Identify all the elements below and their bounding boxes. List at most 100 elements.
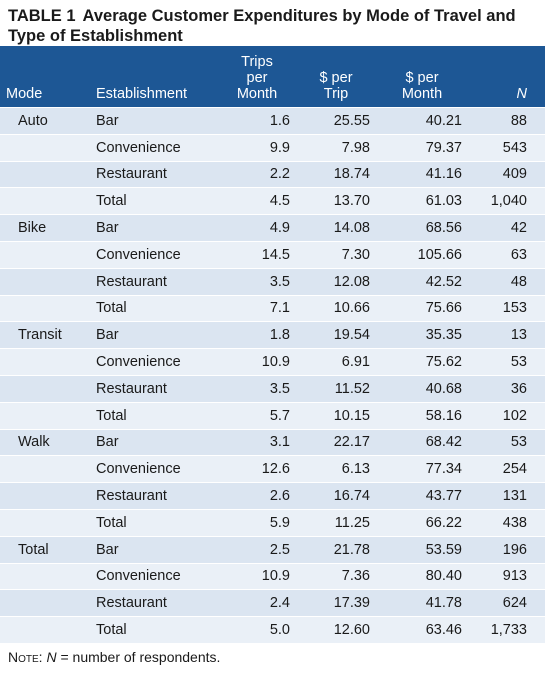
value-cell: 6.91	[296, 348, 376, 376]
table-label: TABLE 1	[8, 7, 76, 25]
value-cell: 7.36	[296, 562, 376, 590]
value-cell: 1,040	[468, 187, 545, 215]
table-row: Transit Bar 1.8 19.54 35.35 13	[0, 321, 545, 349]
establishment-cell: Convenience	[90, 133, 218, 162]
value-cell: 7.1	[218, 294, 296, 322]
establishment-cell: Total	[90, 401, 218, 430]
table-row: Total 7.1 10.66 75.66 153	[0, 294, 545, 322]
value-cell: 3.5	[218, 374, 296, 403]
value-cell: 79.37	[376, 133, 468, 162]
value-cell: 10.9	[218, 562, 296, 590]
value-cell: 913	[468, 562, 545, 590]
value-cell: 75.66	[376, 294, 468, 322]
value-cell: 19.54	[296, 321, 376, 349]
table-row: Total Bar 2.5 21.78 53.59 196	[0, 535, 545, 564]
table-row: Restaurant 3.5 11.52 40.68 36	[0, 374, 545, 403]
value-cell: 17.39	[296, 589, 376, 617]
table-row: Convenience 10.9 6.91 75.62 53	[0, 348, 545, 376]
value-cell: 543	[468, 133, 545, 162]
value-cell: 14.08	[296, 214, 376, 242]
value-cell: 68.56	[376, 214, 468, 242]
table-row: Restaurant 2.4 17.39 41.78 624	[0, 589, 545, 617]
table-head: Mode Establishment Trips per Month $ per Tr…	[0, 46, 545, 108]
value-cell: 11.52	[296, 374, 376, 403]
table-row: Bike Bar 4.9 14.08 68.56 42	[0, 214, 545, 242]
value-cell: 5.9	[218, 508, 296, 537]
value-cell: 4.9	[218, 214, 296, 242]
value-cell: 12.60	[296, 616, 376, 643]
value-cell: 66.22	[376, 508, 468, 537]
value-cell: 53.59	[376, 535, 468, 564]
value-cell: 77.34	[376, 455, 468, 483]
table-row: Total 4.5 13.70 61.03 1,040	[0, 187, 545, 215]
table-row: Auto Bar 1.6 25.55 40.21 88	[0, 107, 545, 135]
value-cell: 11.25	[296, 508, 376, 537]
value-cell: 42.52	[376, 267, 468, 296]
value-cell: 12.6	[218, 455, 296, 483]
establishment-cell: Restaurant	[90, 482, 218, 510]
table-row: Restaurant 2.6 16.74 43.77 131	[0, 482, 545, 510]
value-cell: 41.16	[376, 160, 468, 188]
mode-cell	[0, 508, 90, 537]
value-cell: 36	[468, 374, 545, 403]
establishment-cell: Restaurant	[90, 374, 218, 403]
value-cell: 61.03	[376, 187, 468, 215]
value-cell: 624	[468, 589, 545, 617]
column-header: $ per Month	[376, 46, 468, 108]
header-row: Mode Establishment Trips per Month $ per Tr…	[0, 46, 545, 108]
value-cell: 53	[468, 348, 545, 376]
value-cell: 21.78	[296, 535, 376, 564]
value-cell: 63.46	[376, 616, 468, 643]
value-cell: 16.74	[296, 482, 376, 510]
value-cell: 438	[468, 508, 545, 537]
column-header: Mode	[0, 46, 90, 108]
mode-cell	[0, 374, 90, 403]
value-cell: 2.6	[218, 482, 296, 510]
value-cell: 22.17	[296, 428, 376, 456]
establishment-cell: Restaurant	[90, 267, 218, 296]
value-cell: 1.8	[218, 321, 296, 349]
value-cell: 6.13	[296, 455, 376, 483]
table-row: Total 5.0 12.60 63.46 1,733	[0, 616, 545, 643]
table-row: Convenience 9.9 7.98 79.37 543	[0, 133, 545, 162]
establishment-cell: Convenience	[90, 455, 218, 483]
establishment-cell: Convenience	[90, 240, 218, 269]
mode-cell	[0, 160, 90, 188]
title-text: Average Customer Expenditures by Mode of…	[8, 7, 516, 45]
mode-cell: Walk	[0, 428, 90, 456]
mode-cell	[0, 616, 90, 643]
establishment-cell: Bar	[90, 428, 218, 456]
value-cell: 5.7	[218, 401, 296, 430]
establishment-cell: Bar	[90, 107, 218, 135]
value-cell: 12.08	[296, 267, 376, 296]
mode-cell: Auto	[0, 107, 90, 135]
table-note: Note: N = number of respondents.	[0, 643, 545, 671]
establishment-cell: Bar	[90, 214, 218, 242]
value-cell: 131	[468, 482, 545, 510]
mode-cell: Bike	[0, 214, 90, 242]
value-cell: 1.6	[218, 107, 296, 135]
table-row: Walk Bar 3.1 22.17 68.42 53	[0, 428, 545, 456]
value-cell: 7.98	[296, 133, 376, 162]
establishment-cell: Bar	[90, 535, 218, 564]
value-cell: 5.0	[218, 616, 296, 643]
value-cell: 3.1	[218, 428, 296, 456]
table-row: Restaurant 2.2 18.74 41.16 409	[0, 160, 545, 188]
value-cell: 10.9	[218, 348, 296, 376]
note-symbol: N	[46, 648, 57, 665]
data-table: Mode Establishment Trips per Month $ per Tr…	[0, 46, 545, 643]
mode-cell	[0, 267, 90, 296]
establishment-cell: Total	[90, 294, 218, 322]
value-cell: 58.16	[376, 401, 468, 430]
value-cell: 2.5	[218, 535, 296, 564]
value-cell: 41.78	[376, 589, 468, 617]
value-cell: 409	[468, 160, 545, 188]
mode-cell: Transit	[0, 321, 90, 349]
establishment-cell: Bar	[90, 321, 218, 349]
mode-cell	[0, 482, 90, 510]
value-cell: 48	[468, 267, 545, 296]
value-cell: 10.15	[296, 401, 376, 430]
value-cell: 18.74	[296, 160, 376, 188]
value-cell: 1,733	[468, 616, 545, 643]
